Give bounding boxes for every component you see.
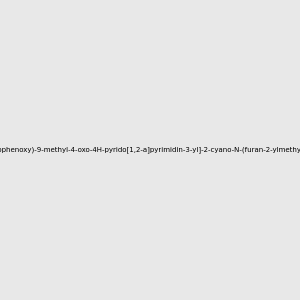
Text: (2E)-3-[2-(4-chlorophenoxy)-9-methyl-4-oxo-4H-pyrido[1,2-a]pyrimidin-3-yl]-2-cya: (2E)-3-[2-(4-chlorophenoxy)-9-methyl-4-o… [0,147,300,153]
